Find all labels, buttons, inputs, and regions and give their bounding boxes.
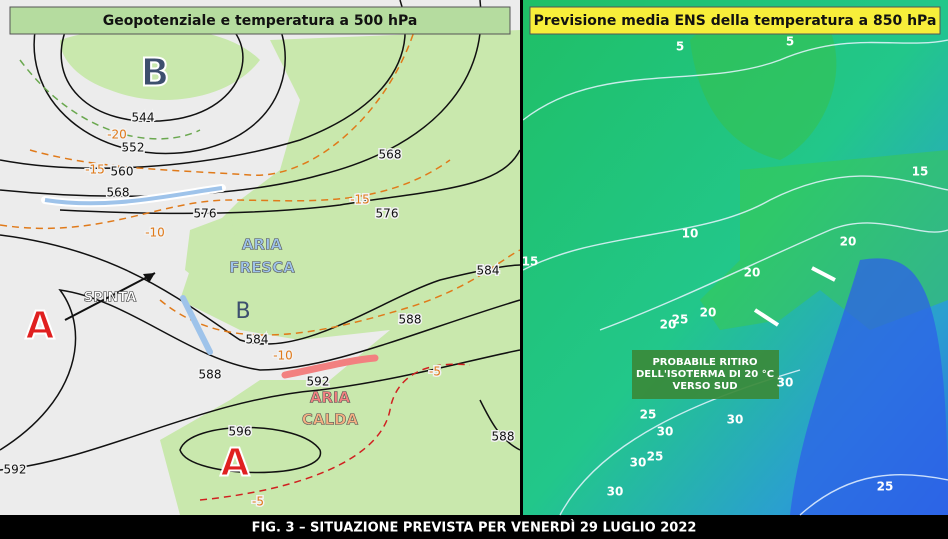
contour-label: 588 (399, 313, 422, 327)
annotation: CALDA (302, 411, 359, 429)
left-map (0, 0, 521, 515)
pressure-center: B (141, 51, 170, 95)
panel-title: Geopotenziale e temperatura a 500 hPa (103, 13, 418, 29)
isotherm-label: 30 (657, 425, 674, 439)
isotherm-label: 25 (672, 313, 689, 327)
isotherm-label: 20 (660, 318, 677, 332)
contour-label: 592 (4, 463, 27, 477)
isotherm-label: 15 (912, 165, 929, 179)
isotherm-label: 5 (786, 35, 794, 49)
panel-title: Previsione media ENS della temperatura a… (534, 13, 937, 29)
temperature-label: -10 (145, 226, 165, 240)
right-map (522, 0, 948, 516)
isotherm-label: 20 (700, 306, 717, 320)
contour-label: 576 (194, 207, 217, 221)
isotherm-label: 30 (630, 456, 647, 470)
note-text: DELL'ISOTERMA DI 20 °C (636, 369, 774, 380)
caption: FIG. 3 – SITUAZIONE PREVISTA PER VENERDÌ… (252, 520, 697, 536)
temperature-label: -5 (429, 365, 441, 379)
isotherm-label: 25 (647, 450, 664, 464)
isotherm-label: 25 (877, 480, 894, 494)
pressure-center: B (235, 299, 250, 324)
contour-label: 592 (307, 375, 330, 389)
temperature-label: -10 (273, 349, 293, 363)
isotherm-label: 10 (682, 227, 699, 241)
contour-label: 584 (477, 264, 500, 278)
isotherm-label: 15 (522, 255, 539, 269)
temperature-label: -5 (252, 495, 264, 509)
contour-label: 596 (229, 425, 252, 439)
pressure-center: A (25, 304, 55, 348)
annotation: ARIA (242, 236, 283, 254)
contour-label: 588 (492, 430, 515, 444)
isotherm-label: 30 (777, 376, 794, 390)
contour-label: 560 (111, 165, 134, 179)
isotherm-label: 20 (744, 266, 761, 280)
temperature-label: -15 (85, 163, 105, 177)
contour-label: 544 (132, 111, 155, 125)
isotherm-label: 25 (640, 408, 657, 422)
annotation: ARIA (310, 389, 351, 407)
annotation: FRESCA (229, 259, 295, 277)
temperature-label: -20 (107, 128, 127, 142)
contour-label: 584 (246, 333, 269, 347)
contour-label: 576 (376, 207, 399, 221)
temperature-label: -15 (350, 193, 370, 207)
isotherm-label: 30 (727, 413, 744, 427)
annotation: SPINTA (84, 291, 137, 306)
isotherm-label: 30 (607, 485, 624, 499)
isotherm-label: 20 (840, 235, 857, 249)
isotherm-label: 5 (676, 40, 684, 54)
contour-label: 588 (199, 368, 222, 382)
note-text: VERSO SUD (672, 381, 737, 392)
pressure-center: A (220, 441, 250, 485)
contour-label: 568 (379, 148, 402, 162)
contour-label: 552 (122, 141, 145, 155)
note-text: PROBABILE RITIRO (652, 357, 757, 368)
contour-label: 568 (107, 186, 130, 200)
